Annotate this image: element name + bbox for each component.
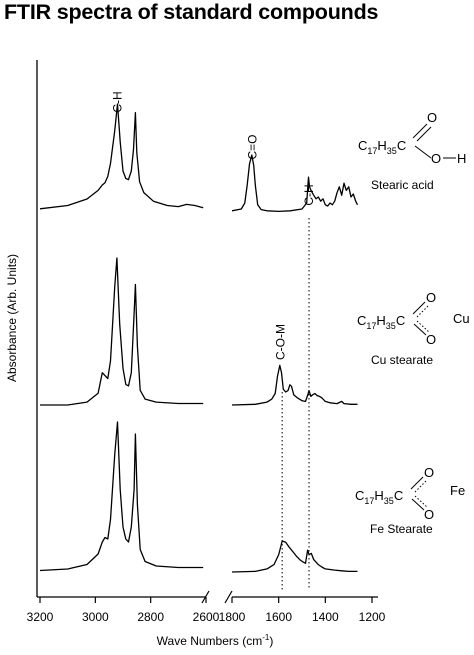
y-axis-label: Absorbance (Arb. Units) [5, 254, 19, 382]
single-bond [414, 145, 432, 159]
cu-stearate-caption: Cu stearate [371, 353, 433, 367]
oxygen-hydroxyl: O [431, 151, 441, 166]
series-line-fe-stearate-ch-region [39, 421, 204, 572]
double-bond [416, 126, 432, 142]
x-axis-label: Wave Numbers (cm-1) [157, 633, 274, 648]
x-tick-label: 2800 [137, 610, 164, 624]
oxygen-top: O [426, 290, 436, 305]
bond-bottom-dotted [416, 320, 430, 333]
x-tick-label: 1600 [265, 610, 292, 624]
bond-top [412, 301, 426, 315]
x-axis-label-sup: -1 [262, 633, 270, 642]
series-line-stearic-acid-fingerprint-region [231, 154, 359, 213]
series-line-fe-stearate-fingerprint-region [231, 540, 358, 573]
peak-label: C-H [302, 184, 316, 205]
oxygen-top: O [427, 110, 437, 125]
series-line-stearic-acid-ch-region [39, 103, 204, 210]
x-axis-label-tail: ) [269, 634, 273, 648]
structure-text: C17H35C [358, 138, 406, 156]
peak-label: C-H [111, 91, 125, 112]
stearic-acid-caption: Stearic acid [371, 178, 434, 192]
peak-label: C-O-M [274, 324, 288, 360]
x-axis-label-main: Wave Numbers (cm [157, 634, 263, 648]
bond-bottom [411, 498, 425, 511]
oxygen-top: O [424, 465, 434, 480]
stearic-acid-structure: C17H35C O O H Stearic acid [358, 110, 466, 192]
cu-stearate-structure: C17H35C O O Cu Cu stearate [357, 290, 470, 367]
x-tick-label: 3200 [27, 610, 54, 624]
bond-top-dotted [416, 305, 429, 318]
bond-top-dotted [414, 480, 427, 493]
fe-stearate-structure: C17H35C O O Fe Fe Stearate [355, 465, 465, 536]
oxygen-bottom: O [424, 507, 434, 522]
x-tick-label: 1800 [219, 610, 246, 624]
x-tick-label: 1200 [359, 610, 386, 624]
fe-stearate-caption: Fe Stearate [370, 522, 433, 536]
series-line-cu-stearate-fingerprint-region [231, 364, 358, 406]
x-tick-label: 1400 [312, 610, 339, 624]
metal-cu: Cu [453, 311, 470, 326]
hydrogen: H [457, 151, 466, 166]
oxygen-bottom: O [426, 332, 436, 347]
chart-title: FTIR spectra of standard compounds [4, 0, 379, 24]
axis-break-mark [224, 590, 233, 604]
double-bond [412, 123, 428, 139]
structure-text: C17H35C [357, 313, 405, 331]
x-tick-label: 3000 [82, 610, 109, 624]
bond-top [410, 476, 424, 490]
series-line-cu-stearate-ch-region [40, 257, 204, 406]
metal-fe: Fe [450, 483, 465, 498]
x-tick-label: 2600 [193, 610, 220, 624]
bond-bottom [413, 323, 427, 336]
structure-text: C17H35C [355, 488, 403, 506]
peak-label: C=O [246, 134, 260, 159]
bond-bottom-dotted [414, 495, 428, 508]
